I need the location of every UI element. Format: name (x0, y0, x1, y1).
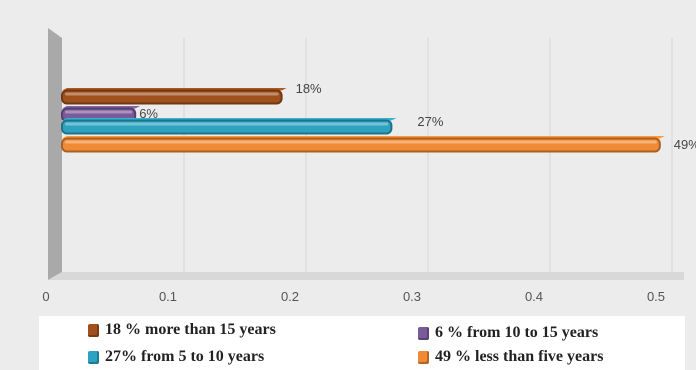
x-tick-label: 0.4 (525, 289, 543, 304)
bar (61, 137, 661, 153)
bar (61, 119, 393, 135)
x-tick-label: 0 (42, 289, 49, 304)
bars (61, 88, 665, 153)
x-axis-ticks: 0 0.1 0.2 0.3 0.4 0.5 (42, 289, 665, 304)
legend-item-less-than-five: 49 % less than five years (418, 346, 603, 368)
data-label: 18% (296, 81, 322, 96)
data-label: 6% (139, 106, 158, 121)
x-tick-label: 0.1 (159, 289, 177, 304)
bar-highlight (65, 110, 133, 114)
gridlines (183, 38, 673, 272)
legend-item-5-to-10: 27% from 5 to 10 years (88, 346, 264, 368)
legend-item-more-than-15: 18 % more than 15 years (88, 319, 276, 341)
bar-highlight (65, 140, 657, 144)
legend-label: 27% from 5 to 10 years (105, 348, 265, 365)
bar-highlight (65, 92, 279, 96)
legend-item-10-to-15: 6 % from 10 to 15 years (418, 322, 598, 344)
bar (61, 89, 283, 105)
legend-label: 6 % from 10 to 15 years (435, 324, 599, 341)
legend-swatch-icon (418, 350, 429, 364)
bar-highlight (65, 122, 389, 126)
x-tick-label: 0.3 (403, 289, 421, 304)
chart-floor (48, 272, 684, 280)
legend-swatch-icon (418, 326, 429, 340)
legend-swatch-icon (88, 350, 99, 364)
x-tick-label: 0.2 (281, 289, 299, 304)
legend-label: 49 % less than five years (435, 348, 604, 365)
x-tick-label: 0.5 (647, 289, 665, 304)
legend-swatch-icon (88, 323, 99, 337)
bar-chart: 0 0.1 0.2 0.3 0.4 0.5 18% 6% 27% 49% (42, 28, 696, 304)
data-label: 49% (674, 137, 696, 152)
legend: 18 % more than 15 years 6 % from 10 to 1… (39, 316, 685, 370)
data-labels: 18% 6% 27% 49% (139, 81, 696, 152)
legend-label: 18 % more than 15 years (105, 321, 276, 338)
data-label: 27% (417, 114, 443, 129)
chart-side-wall (48, 28, 62, 280)
